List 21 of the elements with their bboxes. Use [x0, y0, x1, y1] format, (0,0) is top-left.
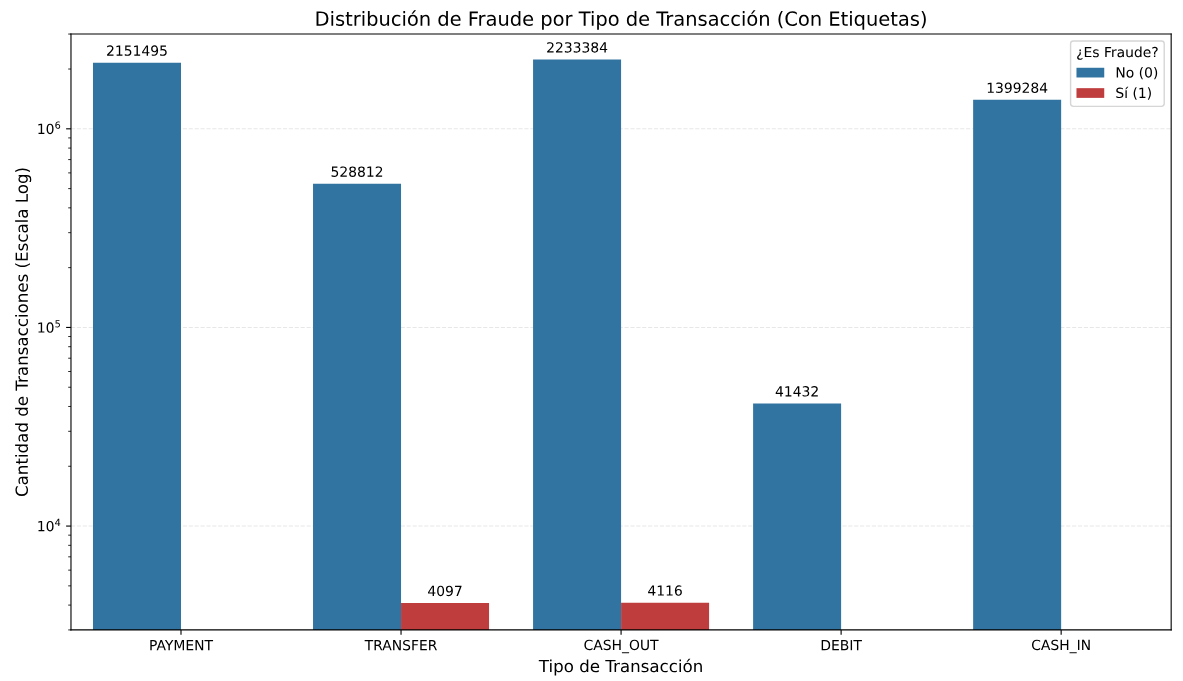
- y-axis-title: Cantidad de Transacciones (Escala Log): [15, 168, 32, 497]
- x-axis-title: Tipo de Transacción: [538, 658, 702, 676]
- data-label: 4097: [428, 585, 462, 597]
- data-label: 528812: [331, 166, 383, 177]
- x-tick-label: TRANSFER: [364, 639, 437, 651]
- x-tick-label: PAYMENT: [150, 640, 214, 651]
- data-label: 1399284: [987, 82, 1048, 93]
- legend-label: Sí (1): [1116, 86, 1151, 100]
- x-tick-label: DEBIT: [821, 640, 862, 651]
- x-tick-label: CASH_OUT: [584, 639, 659, 654]
- y-tick-label: 10$^{4}$: [38, 518, 61, 532]
- y-tick-label: 10$^{5}$: [38, 320, 60, 333]
- data-label: 2233384: [547, 42, 608, 53]
- data-label: 41432: [775, 386, 818, 397]
- y-tick-label: 10$^{6}$: [38, 121, 61, 135]
- data-label: 2151495: [107, 45, 167, 56]
- x-tick-label: CASH_IN: [1031, 639, 1090, 654]
- legend-title: ¿Es Fraude?: [1077, 46, 1158, 60]
- legend-label: No (0): [1116, 66, 1158, 80]
- chart-title: Distribución de Fraude por Tipo de Transacción (Con Etiquetas): [316, 10, 926, 30]
- data-label: 4116: [648, 585, 682, 596]
